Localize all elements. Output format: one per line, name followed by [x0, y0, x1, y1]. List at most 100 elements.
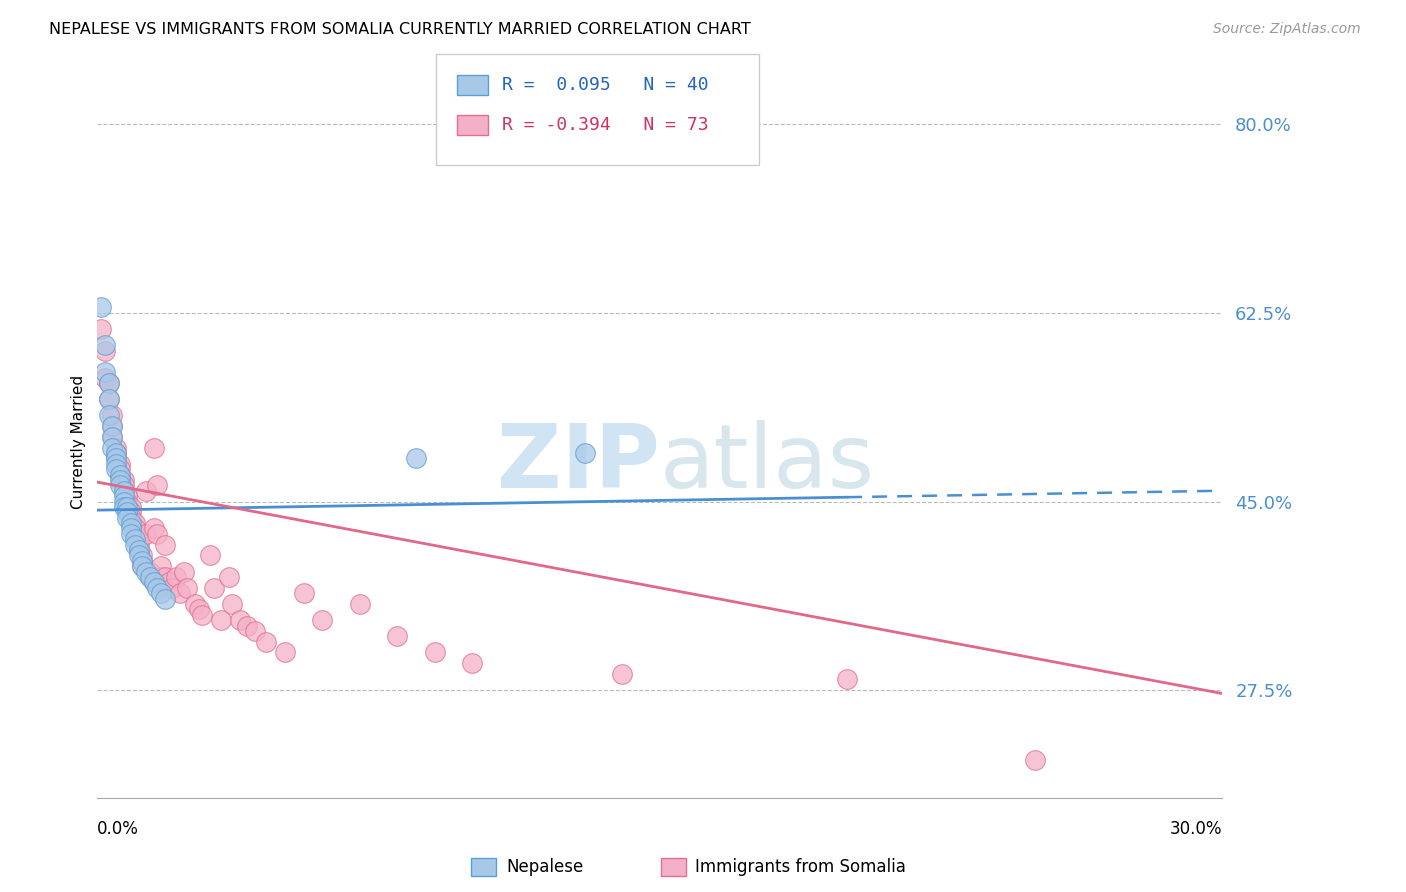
Point — [139, 565, 162, 579]
Point — [128, 533, 150, 547]
Point — [112, 483, 135, 498]
Point — [90, 301, 112, 315]
Point — [139, 570, 162, 584]
Point — [101, 430, 124, 444]
Point — [97, 392, 120, 406]
Point — [108, 457, 131, 471]
Point — [176, 581, 198, 595]
Point — [139, 570, 162, 584]
Point — [94, 365, 117, 379]
Point — [135, 565, 157, 579]
Point — [229, 613, 252, 627]
Point — [837, 673, 859, 687]
Text: Source: ZipAtlas.com: Source: ZipAtlas.com — [1213, 22, 1361, 37]
Point — [405, 451, 427, 466]
Point — [117, 489, 139, 503]
Point — [108, 462, 131, 476]
Text: R = -0.394   N = 73: R = -0.394 N = 73 — [502, 116, 709, 134]
Point — [90, 322, 112, 336]
Point — [101, 430, 124, 444]
Point — [112, 489, 135, 503]
Point — [105, 462, 128, 476]
Point — [120, 510, 142, 524]
Point — [146, 581, 169, 595]
Point — [101, 409, 124, 423]
Point — [191, 607, 214, 622]
Point — [128, 543, 150, 558]
Point — [128, 549, 150, 563]
Point — [117, 494, 139, 508]
Text: 0.0%: 0.0% — [97, 820, 139, 838]
Point — [120, 516, 142, 530]
Point — [124, 516, 146, 530]
Point — [202, 581, 225, 595]
Point — [131, 559, 153, 574]
Point — [108, 467, 131, 482]
Point — [128, 538, 150, 552]
Point — [311, 613, 333, 627]
Point — [112, 494, 135, 508]
Point — [105, 457, 128, 471]
Text: R =  0.095   N = 40: R = 0.095 N = 40 — [502, 76, 709, 94]
Point — [124, 526, 146, 541]
Point — [97, 392, 120, 406]
Point — [108, 478, 131, 492]
Point — [142, 521, 165, 535]
Point — [142, 575, 165, 590]
Point — [105, 446, 128, 460]
Point — [157, 575, 180, 590]
Point — [1024, 753, 1046, 767]
Point — [120, 505, 142, 519]
Point — [142, 441, 165, 455]
Point — [120, 500, 142, 514]
Point — [150, 586, 173, 600]
Point — [236, 618, 259, 632]
Point — [221, 597, 243, 611]
Point — [124, 538, 146, 552]
Text: Nepalese: Nepalese — [506, 858, 583, 876]
Point — [184, 597, 207, 611]
Point — [112, 483, 135, 498]
Text: NEPALESE VS IMMIGRANTS FROM SOMALIA CURRENTLY MARRIED CORRELATION CHART: NEPALESE VS IMMIGRANTS FROM SOMALIA CURR… — [49, 22, 751, 37]
Point — [612, 667, 634, 681]
Text: 30.0%: 30.0% — [1170, 820, 1222, 838]
Point — [120, 526, 142, 541]
Point — [131, 554, 153, 568]
Point — [117, 500, 139, 514]
Point — [108, 467, 131, 482]
Point — [274, 645, 297, 659]
Point — [101, 441, 124, 455]
Point — [142, 575, 165, 590]
Point — [105, 451, 128, 466]
Point — [128, 543, 150, 558]
Text: atlas: atlas — [659, 420, 875, 507]
Point — [94, 338, 117, 352]
Y-axis label: Currently Married: Currently Married — [72, 376, 86, 509]
Point — [165, 570, 187, 584]
Point — [254, 634, 277, 648]
Point — [97, 376, 120, 390]
Point — [292, 586, 315, 600]
Point — [387, 629, 409, 643]
Point — [117, 510, 139, 524]
Point — [124, 533, 146, 547]
Point — [97, 409, 120, 423]
Point — [94, 370, 117, 384]
Point — [162, 581, 184, 595]
Point — [124, 521, 146, 535]
Point — [153, 591, 176, 606]
Point — [131, 559, 153, 574]
Point — [146, 478, 169, 492]
Point — [150, 559, 173, 574]
Point — [117, 500, 139, 514]
Point — [131, 554, 153, 568]
Point — [97, 376, 120, 390]
Point — [574, 446, 596, 460]
Point — [117, 505, 139, 519]
Point — [169, 586, 191, 600]
Point — [101, 419, 124, 434]
Point — [349, 597, 371, 611]
Point — [108, 473, 131, 487]
Point — [423, 645, 446, 659]
Point — [105, 441, 128, 455]
